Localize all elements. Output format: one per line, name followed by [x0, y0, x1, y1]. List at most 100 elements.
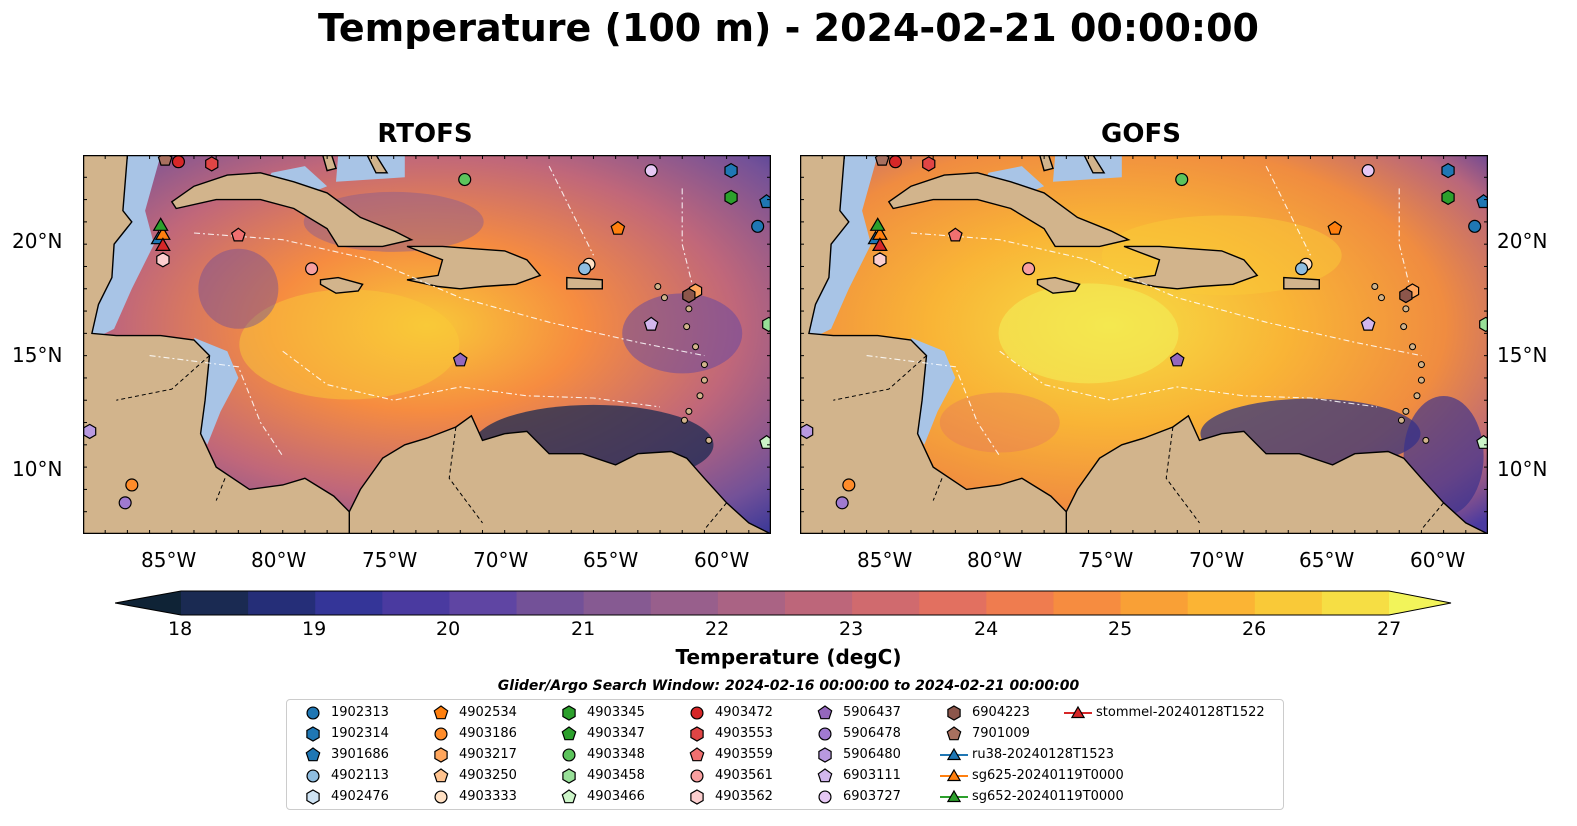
legend-marker-icon	[562, 748, 576, 762]
legend-marker	[562, 748, 576, 762]
argo-float-marker	[874, 155, 890, 166]
lat-tick-label: 20°N	[1497, 229, 1548, 253]
country-border	[116, 355, 210, 401]
legend-marker-icon	[433, 705, 449, 720]
gofs-panel-title: GOFS	[1101, 119, 1181, 149]
argo-float-marker	[157, 155, 173, 166]
lon-tick-label: 60°W	[1410, 548, 1466, 572]
legend-label: sg652-20240119T0000	[972, 789, 1124, 804]
eez-boundary	[910, 232, 1422, 357]
argo-float-marker	[118, 496, 132, 510]
legend-marker	[817, 768, 833, 783]
legend-marker-icon	[690, 706, 704, 720]
colorbar-tick: 26	[1242, 618, 1267, 640]
legend-label: 6903727	[843, 789, 901, 804]
legend-marker	[306, 769, 320, 783]
legend: 1902313 1902314 3901686 4902113 4902476 49025…	[286, 699, 1284, 810]
argo-float-marker	[1476, 194, 1488, 209]
legend-marker-icon	[561, 789, 577, 804]
legend-marker-icon	[689, 747, 705, 762]
argo-float-marker	[835, 496, 849, 510]
island	[1417, 361, 1425, 369]
shallow-water	[1053, 155, 1122, 182]
rtofs-panel-title: RTOFS	[377, 119, 473, 149]
land	[319, 276, 364, 294]
legend-marker-icon	[690, 789, 704, 805]
argo-float-marker	[842, 478, 856, 492]
legend-marker	[946, 747, 962, 761]
colorbar-segment	[1053, 591, 1122, 615]
argo-float-marker	[83, 423, 97, 440]
legend-marker	[1070, 705, 1086, 719]
legend-label: ru38-20240128T1523	[972, 747, 1115, 762]
legend-marker	[817, 705, 833, 720]
land	[1036, 276, 1081, 294]
argo-float-marker	[458, 172, 472, 187]
rtofs-map	[83, 155, 771, 534]
legend-marker	[306, 726, 320, 742]
argo-float-marker	[762, 316, 771, 333]
island	[1402, 305, 1410, 313]
legend-label: 4902534	[459, 705, 517, 720]
legend-marker	[561, 789, 577, 804]
colorbar-segment	[449, 591, 518, 615]
island	[705, 436, 713, 444]
legend-label: 4903250	[459, 768, 517, 783]
legend-marker	[561, 726, 577, 741]
land	[1283, 276, 1320, 290]
eez-boundary	[548, 165, 594, 256]
land	[1083, 155, 1106, 174]
legend-marker	[434, 790, 448, 804]
legend-marker	[690, 789, 704, 805]
legend-label: 5906437	[843, 705, 901, 720]
eez-boundary	[1265, 165, 1311, 256]
legend-marker	[434, 727, 448, 741]
land	[566, 276, 603, 290]
island	[692, 343, 700, 351]
island	[1400, 323, 1408, 331]
argo-float-marker	[888, 155, 902, 169]
figure-title: Temperature (100 m) - 2024-02-21 00:00:0…	[317, 6, 1259, 50]
lat-tick-label: 10°N	[1497, 457, 1548, 481]
island	[700, 376, 708, 384]
legend-label: 4903333	[459, 789, 517, 804]
legend-marker	[690, 706, 704, 720]
argo-float-marker	[610, 220, 626, 235]
island	[696, 392, 704, 400]
colorbar-tick: 25	[1108, 618, 1133, 640]
colorbar-segment	[785, 591, 853, 615]
legend-label: 1902314	[331, 726, 389, 741]
legend-label: 4903458	[587, 768, 645, 783]
argo-float-marker	[452, 352, 468, 367]
eez-boundary	[681, 188, 694, 289]
island	[700, 361, 708, 369]
island	[1397, 416, 1405, 424]
land	[887, 172, 1131, 248]
colorbar-tick: 22	[705, 618, 730, 640]
lat-tick-label: 10°N	[12, 457, 63, 481]
country-border	[448, 426, 483, 524]
legend-label: stommel-20240128T1522	[1096, 705, 1265, 720]
argo-float-marker	[1361, 164, 1375, 178]
legend-marker-icon	[818, 747, 832, 763]
legend-marker-icon	[306, 769, 320, 783]
island	[1417, 376, 1425, 384]
legend-marker	[306, 789, 320, 805]
legend-label: 3901686	[331, 747, 389, 762]
argo-float-marker	[873, 252, 887, 268]
eez-boundary	[193, 232, 705, 357]
argo-float-marker	[751, 219, 765, 233]
colorbar-tick: 24	[974, 618, 999, 640]
legend-label: 4903348	[587, 747, 645, 762]
legend-label: 4903347	[587, 726, 645, 741]
legend-marker	[947, 705, 961, 721]
colorbar-extend-min	[115, 591, 181, 615]
legend-marker-icon	[562, 768, 576, 784]
legend-marker	[562, 768, 576, 784]
argo-float-marker	[171, 155, 185, 169]
argo-float-marker	[125, 478, 139, 492]
colorbar-tick: 23	[839, 618, 864, 640]
island	[685, 305, 693, 313]
lon-tick-label: 65°W	[1299, 548, 1355, 572]
legend-marker	[818, 790, 832, 804]
